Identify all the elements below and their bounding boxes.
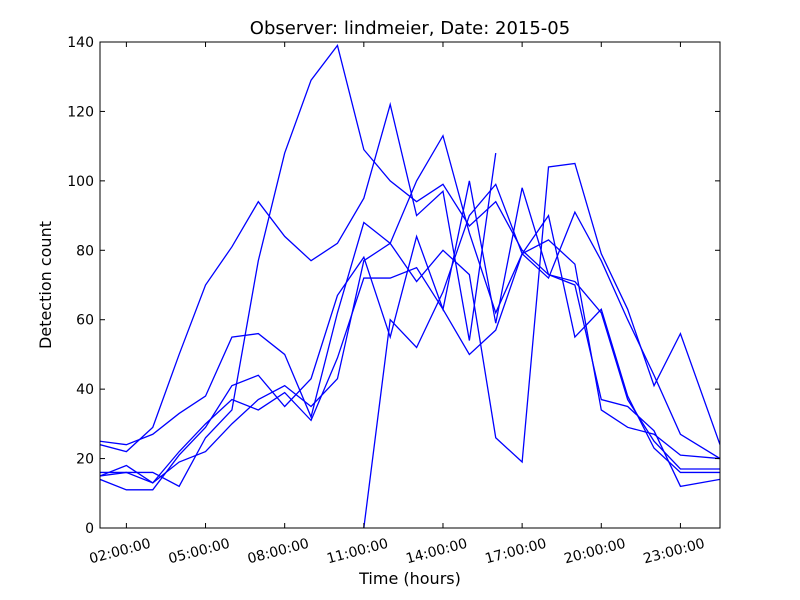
series-line-7 [100,134,720,484]
y-tick-label: 140 [67,35,94,51]
series-line-4 [100,180,720,491]
series-line-2 [100,44,720,488]
y-tick-label: 0 [85,521,94,537]
chart-title: Observer: lindmeier, Date: 2015-05 [250,18,570,39]
y-tick-label: 40 [76,382,94,398]
x-axis-label: Time (hours) [358,569,461,588]
y-tick-label: 20 [76,452,94,468]
y-tick-label: 120 [67,104,94,120]
y-axis-label: Detection count [36,221,55,349]
y-tick-label: 100 [67,174,94,190]
axes-frame [99,41,721,529]
series-group [100,44,720,528]
y-tick-label: 60 [76,313,94,329]
series-line-5 [100,213,720,484]
series-line-3 [100,162,720,464]
y-tick-label: 80 [76,243,94,259]
series-line-6 [363,183,720,528]
series-line-1 [100,101,497,453]
